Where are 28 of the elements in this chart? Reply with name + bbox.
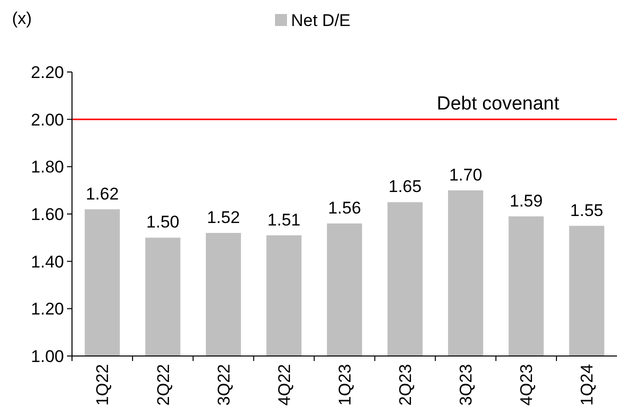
y-tick-label: 1.60	[30, 204, 64, 224]
ref-line-label: Debt covenant	[436, 93, 560, 114]
y-tick-label: 2.20	[30, 62, 64, 82]
x-tick-label: 2Q23	[396, 364, 416, 406]
data-label: 1.65	[388, 177, 422, 196]
data-label: 1.70	[449, 165, 482, 184]
x-tick-label: 3Q23	[456, 364, 476, 406]
x-tick-label: 1Q24	[578, 364, 597, 406]
data-label: 1.52	[206, 208, 240, 227]
x-tick-label: 1Q22	[93, 364, 112, 406]
data-label: 1.50	[146, 212, 180, 232]
data-label: 1.51	[267, 210, 300, 230]
y-tick-label: 1.40	[30, 252, 64, 272]
data-label: 1.55	[570, 200, 604, 220]
x-tick-label: 4Q22	[274, 364, 294, 406]
y-tick-label: 1.00	[30, 346, 64, 366]
y-tick-label: 1.80	[30, 158, 64, 177]
y-tick-label: 2.00	[30, 110, 64, 130]
x-tick-label: 1Q23	[335, 364, 354, 406]
x-tick-label: 4Q23	[517, 364, 536, 406]
legend-label: Net D/E	[291, 10, 351, 30]
x-tick-label: 3Q22	[214, 364, 234, 406]
data-label: 1.56	[328, 198, 362, 218]
y-tick-label: 1.20	[30, 300, 64, 319]
data-label: 1.62	[86, 184, 119, 204]
data-label: 1.59	[510, 191, 543, 210]
x-tick-label: 2Q22	[154, 364, 173, 406]
y-axis-title: (x)	[12, 9, 32, 28]
